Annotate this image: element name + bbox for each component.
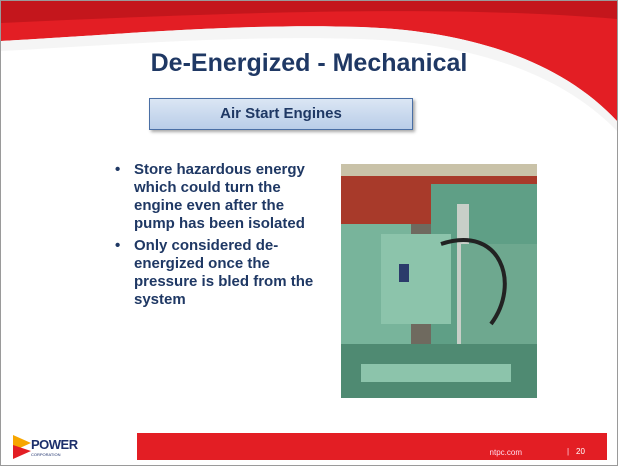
engine-photo	[341, 164, 537, 398]
footer-bar	[137, 433, 607, 460]
slide: De-Energized - Mechanical Air Start Engi…	[0, 0, 618, 466]
logo-subtext: CORPORATION	[31, 452, 60, 457]
bullet: Only considered de-energized once the pr…	[113, 237, 328, 309]
logo-mark	[13, 435, 31, 459]
separator: |	[567, 447, 569, 456]
page-number: 20	[576, 447, 585, 456]
bullet-list: Store hazardous energy which could turn …	[113, 161, 328, 313]
bullet: Store hazardous energy which could turn …	[113, 161, 328, 233]
slide-title: De-Energized - Mechanical	[1, 49, 617, 78]
subtitle-banner: Air Start Engines	[149, 98, 413, 130]
footer-url: ntpc.com	[490, 448, 522, 457]
logo-text: POWER	[31, 437, 78, 452]
